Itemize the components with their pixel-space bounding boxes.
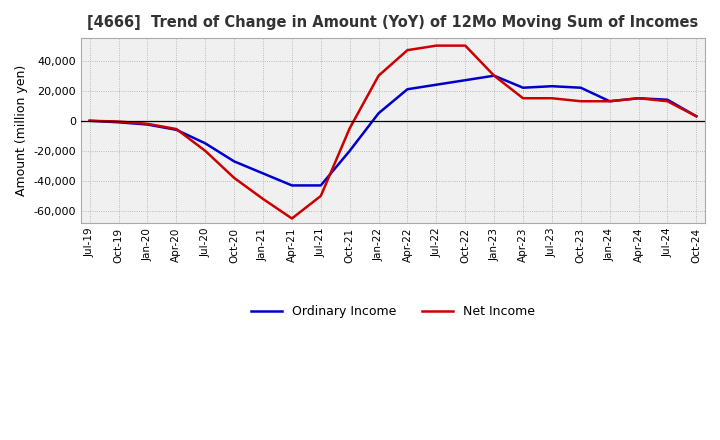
Ordinary Income: [374, 110, 383, 116]
Net Income: [518, 95, 527, 101]
Net Income: [403, 48, 412, 53]
Net Income: [258, 196, 267, 202]
Ordinary Income: [403, 87, 412, 92]
Net Income: [548, 95, 557, 101]
Ordinary Income: [577, 85, 585, 90]
Ordinary Income: [634, 95, 643, 101]
Y-axis label: Amount (million yen): Amount (million yen): [15, 65, 28, 196]
Ordinary Income: [490, 73, 498, 78]
Ordinary Income: [172, 127, 181, 132]
Legend: Ordinary Income, Net Income: Ordinary Income, Net Income: [246, 300, 540, 323]
Net Income: [346, 126, 354, 131]
Net Income: [606, 99, 614, 104]
Net Income: [490, 73, 498, 78]
Net Income: [432, 43, 441, 48]
Ordinary Income: [258, 171, 267, 176]
Net Income: [114, 119, 123, 124]
Title: [4666]  Trend of Change in Amount (YoY) of 12Mo Moving Sum of Incomes: [4666] Trend of Change in Amount (YoY) o…: [87, 15, 698, 30]
Net Income: [86, 118, 94, 124]
Ordinary Income: [461, 77, 469, 83]
Net Income: [230, 175, 238, 180]
Ordinary Income: [548, 84, 557, 89]
Ordinary Income: [346, 148, 354, 154]
Net Income: [692, 114, 701, 119]
Net Income: [374, 73, 383, 78]
Ordinary Income: [86, 118, 94, 124]
Line: Ordinary Income: Ordinary Income: [90, 76, 696, 185]
Net Income: [172, 126, 181, 132]
Net Income: [634, 95, 643, 101]
Ordinary Income: [230, 159, 238, 164]
Line: Net Income: Net Income: [90, 46, 696, 219]
Net Income: [663, 99, 672, 104]
Ordinary Income: [606, 99, 614, 104]
Ordinary Income: [432, 82, 441, 88]
Net Income: [577, 99, 585, 104]
Net Income: [287, 216, 296, 221]
Net Income: [143, 121, 152, 126]
Ordinary Income: [663, 97, 672, 103]
Ordinary Income: [114, 120, 123, 125]
Ordinary Income: [287, 183, 296, 188]
Ordinary Income: [201, 141, 210, 146]
Ordinary Income: [692, 114, 701, 119]
Net Income: [317, 193, 325, 198]
Ordinary Income: [317, 183, 325, 188]
Net Income: [201, 148, 210, 154]
Ordinary Income: [143, 122, 152, 127]
Net Income: [461, 43, 469, 48]
Ordinary Income: [518, 85, 527, 90]
